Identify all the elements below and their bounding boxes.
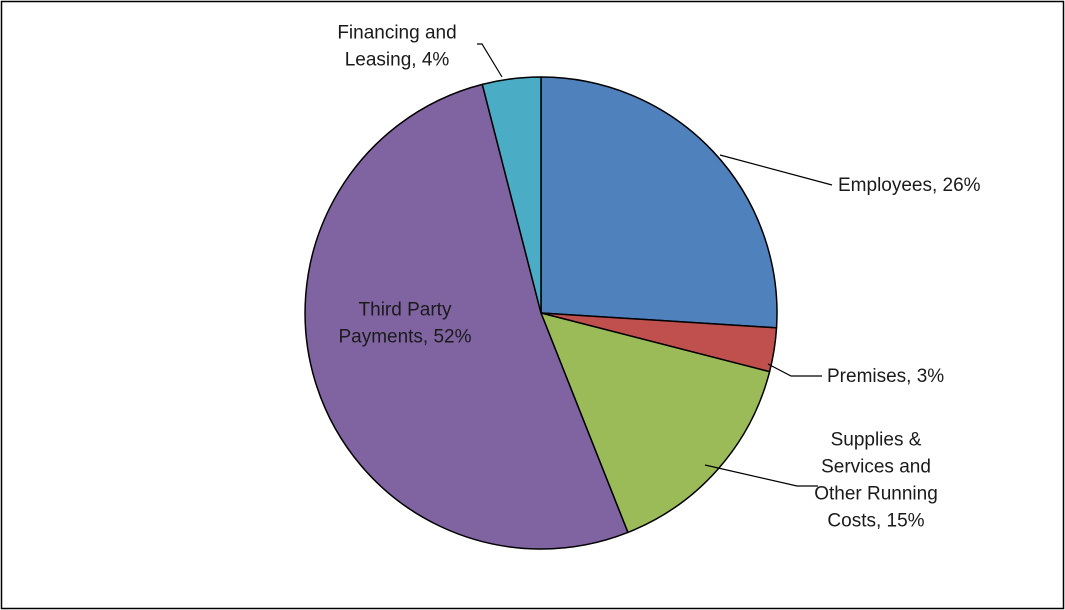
- slices-layer: [304, 76, 778, 550]
- pie-slice-financing-and-leasing: [481, 76, 542, 314]
- data-label-line: Third Party: [359, 300, 452, 321]
- data-label-line: Services and: [821, 457, 931, 478]
- data-label-financing-and-leasing: Financing and Leasing, 4%: [337, 23, 456, 71]
- data-label-employees: Employees, 26%: [838, 175, 981, 196]
- data-label-line: Employees, 26%: [838, 175, 981, 196]
- pie-slice-supplies-and-services-and-other-running-costs: [540, 312, 771, 534]
- pie-slice-third-party-payments: [304, 83, 629, 550]
- data-label-third-party-payments: Third Party Payments, 52%: [338, 300, 471, 348]
- data-label-line: Payments, 52%: [338, 327, 471, 348]
- data-label-line: Leasing, 4%: [345, 50, 450, 71]
- leader-line-employees: [719, 154, 833, 186]
- data-label-line: Costs, 15%: [827, 511, 924, 532]
- leader-line-financing-and-leasing: [477, 43, 503, 78]
- data-labels-layer: Employees, 26% Premises, 3% Supplies & Serv…: [337, 23, 980, 532]
- pie-slice-employees: [540, 76, 778, 329]
- leader-line-premises: [767, 363, 822, 377]
- data-label-line: Financing and: [337, 23, 456, 44]
- leader-lines-layer: [477, 43, 833, 487]
- data-label-premises: Premises, 3%: [827, 366, 944, 387]
- data-label-line: Supplies &: [831, 430, 922, 451]
- data-label-supplies-and-services-and-other-running-costs: Supplies & Services and Other Running Costs…: [814, 430, 938, 532]
- leader-line-supplies-and-services-and-other-running-costs: [704, 464, 818, 487]
- data-label-line: Other Running: [814, 484, 938, 505]
- data-label-line: Premises, 3%: [827, 366, 944, 387]
